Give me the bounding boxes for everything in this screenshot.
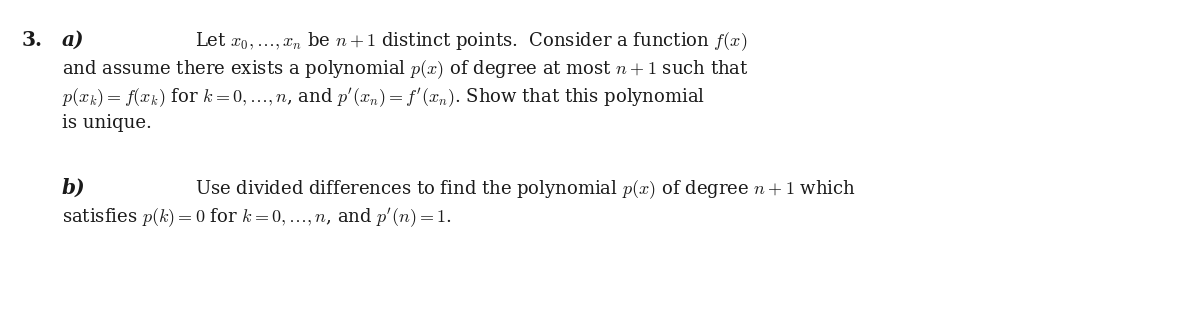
Text: b): b) — [62, 178, 85, 198]
Text: 3.: 3. — [22, 30, 43, 50]
Text: satisfies $p(k) = 0$ for $k = 0,\ldots,n$, and $p'(n) = 1$.: satisfies $p(k) = 0$ for $k = 0,\ldots,n… — [62, 206, 452, 230]
Text: Let $x_0,\ldots,x_n$ be $n+1$ distinct points.  Consider a function $f(x)$: Let $x_0,\ldots,x_n$ be $n+1$ distinct p… — [194, 30, 748, 53]
Text: Use divided differences to find the polynomial $p(x)$ of degree $n+1$ which: Use divided differences to find the poly… — [194, 178, 856, 201]
Text: is unique.: is unique. — [62, 114, 152, 132]
Text: and assume there exists a polynomial $p(x)$ of degree at most $n+1$ such that: and assume there exists a polynomial $p(… — [62, 58, 749, 81]
Text: a): a) — [62, 30, 84, 50]
Text: $p(x_k) = f(x_k)$ for $k = 0,\ldots,n$, and $p'(x_n) = f'(x_n)$. Show that this : $p(x_k) = f(x_k)$ for $k = 0,\ldots,n$, … — [62, 86, 706, 110]
